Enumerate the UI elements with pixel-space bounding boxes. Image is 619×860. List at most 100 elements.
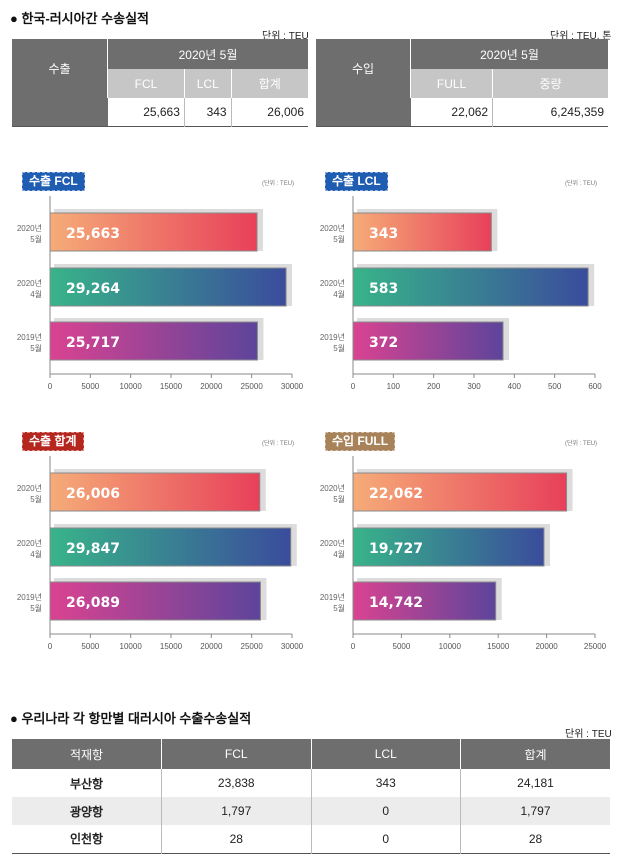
- value-cell: 28: [460, 825, 610, 853]
- value-cell: 343: [310, 769, 461, 797]
- bar-value-label: 26,089: [66, 595, 120, 611]
- category-label: 5월: [30, 343, 42, 353]
- col-header: 적재항: [12, 739, 162, 769]
- chart-svg: 0 100 200 300 400 500 6003432020년5월5832020년4월3…: [320, 196, 602, 391]
- bar-value-label: 583: [369, 281, 398, 297]
- category-label: 2020년: [320, 538, 345, 548]
- value-cell: 28: [161, 825, 311, 853]
- bar: [49, 527, 292, 567]
- chart-svg: 0 5000 10000 15000 20000 25000 30000 26,006 2020…: [17, 456, 304, 651]
- value-cell: 0: [310, 797, 461, 825]
- category-label: 4월: [333, 289, 345, 299]
- category-label: 2020년: [320, 223, 345, 233]
- chart-svg: 0 5000 10000 15000 20000 25000 30000 25,663 2020…: [17, 196, 304, 391]
- x-tick-label: 100: [387, 382, 401, 391]
- x-tick-label: 5000: [81, 642, 99, 651]
- bar: [352, 472, 568, 512]
- col-header: FCL: [161, 739, 311, 769]
- category-label: 5월: [30, 603, 42, 613]
- x-tick-label: 25000: [584, 642, 607, 651]
- import-table: 수입 2020년 5월 FULL 중량 22,062 6,245,359: [316, 39, 608, 127]
- bar-value-label: 14,742: [369, 595, 423, 611]
- table-row: 광양항 1,797 0 1,797: [12, 797, 610, 825]
- x-tick-label: 10000: [120, 382, 143, 391]
- chart-export-lcl: 수출 LCL (단위 : TEU) 0 100 200 300 400 500 600 343 20…: [303, 166, 613, 396]
- x-tick-label: 20000: [535, 642, 558, 651]
- value-cell: 24,181: [460, 769, 610, 797]
- value-cell: 0: [310, 825, 461, 853]
- x-tick-label: 15000: [487, 642, 510, 651]
- x-tick-label: 15000: [160, 382, 183, 391]
- x-tick-label: 200: [427, 382, 441, 391]
- x-tick-label: 0: [351, 382, 356, 391]
- period-header: 2020년 5월: [410, 39, 608, 69]
- x-tick-label: 10000: [120, 642, 143, 651]
- x-tick-label: 15000: [160, 642, 183, 651]
- bar: [49, 321, 258, 361]
- chart-unit: (단위 : TEU): [262, 441, 295, 447]
- x-tick-label: 5000: [81, 382, 99, 391]
- bar-value-label: 25,663: [66, 226, 120, 242]
- col-header: 중량: [492, 69, 608, 98]
- value-cell: 6,245,359: [550, 104, 604, 119]
- category-label: 5월: [333, 603, 345, 613]
- value-cell: 26,006: [267, 104, 304, 119]
- category-label: 2020년: [17, 223, 42, 233]
- section-title: ● 우리나라 각 항만별 대러시아 수출수송실적: [10, 711, 252, 726]
- category-label: 2019년: [17, 332, 42, 342]
- x-tick-label: 30000: [281, 642, 304, 651]
- section-title: ● 한국-러시아간 수송실적: [10, 11, 150, 26]
- chart-title-badge: 수출 FCL: [22, 172, 85, 191]
- category-label: 5월: [30, 234, 42, 244]
- category-label: 2019년: [320, 592, 345, 602]
- bar: [352, 527, 545, 567]
- unit-label: 단위 : TEU: [262, 31, 309, 42]
- x-tick-label: 300: [467, 382, 481, 391]
- x-tick-label: 600: [588, 382, 602, 391]
- table-row: 부산항 23,838 343 24,181: [12, 769, 610, 797]
- bar: [352, 581, 497, 621]
- x-tick-label: 0: [48, 382, 53, 391]
- period-header: 2020년 5월: [107, 39, 308, 69]
- category-label: 2020년: [17, 483, 42, 493]
- bar: [49, 581, 261, 621]
- col-header: FULL: [409, 69, 493, 98]
- unit-label: 단위 : TEU: [565, 729, 612, 740]
- category-label: 5월: [333, 343, 345, 353]
- category-label: 2019년: [17, 592, 42, 602]
- bar: [49, 212, 258, 252]
- category-label: 5월: [333, 494, 345, 504]
- chart-title-badge: 수출 LCL: [325, 172, 388, 191]
- category-label: 2019년: [320, 332, 345, 342]
- bar: [352, 321, 504, 361]
- value-cell: 23,838: [161, 769, 311, 797]
- category-label: 2020년: [17, 278, 42, 288]
- category-label: 4월: [30, 549, 42, 559]
- col-header: 합계: [230, 69, 308, 98]
- chart-export-fcl: 수출 FCL (단위 : TEU) 0 5000 10000 15000 20000 2500…: [0, 166, 310, 396]
- category-label: 4월: [333, 549, 345, 559]
- chart-svg: 0 5000 10000 15000 20000 2500022,0622020년5월19…: [320, 456, 607, 651]
- chart-title-badge: 수입 FULL: [325, 432, 396, 451]
- category-label: 2020년: [320, 483, 345, 493]
- table-row: 인천항 28 0 28: [12, 825, 610, 853]
- category-label: 5월: [30, 494, 42, 504]
- category-label: 2020년: [320, 278, 345, 288]
- value-cell: 343: [184, 98, 232, 126]
- value-cell: 1,797: [161, 797, 311, 825]
- bar-value-label: 26,006: [66, 486, 120, 502]
- category-label: 2020년: [17, 538, 42, 548]
- bar-value-label: 25,717: [66, 335, 120, 351]
- unit-label: 단위 : TEU, 톤: [550, 31, 612, 42]
- chart-unit: (단위 : TEU): [565, 441, 598, 447]
- bar: [49, 267, 287, 307]
- port-table: 적재항 FCL LCL 합계 부산항 23,838 343 24,181 광양항 1,797 0 1,…: [12, 739, 610, 854]
- x-tick-label: 10000: [439, 642, 462, 651]
- category-label: 4월: [30, 289, 42, 299]
- bar: [352, 267, 589, 307]
- bar: [49, 472, 261, 512]
- col-header: LCL: [310, 739, 461, 769]
- export-table: 수출 2020년 5월 FCL LCL 합계 25,663 343 26,006: [12, 39, 308, 127]
- x-tick-label: 0: [48, 642, 53, 651]
- value-cell: 25,663: [107, 98, 185, 126]
